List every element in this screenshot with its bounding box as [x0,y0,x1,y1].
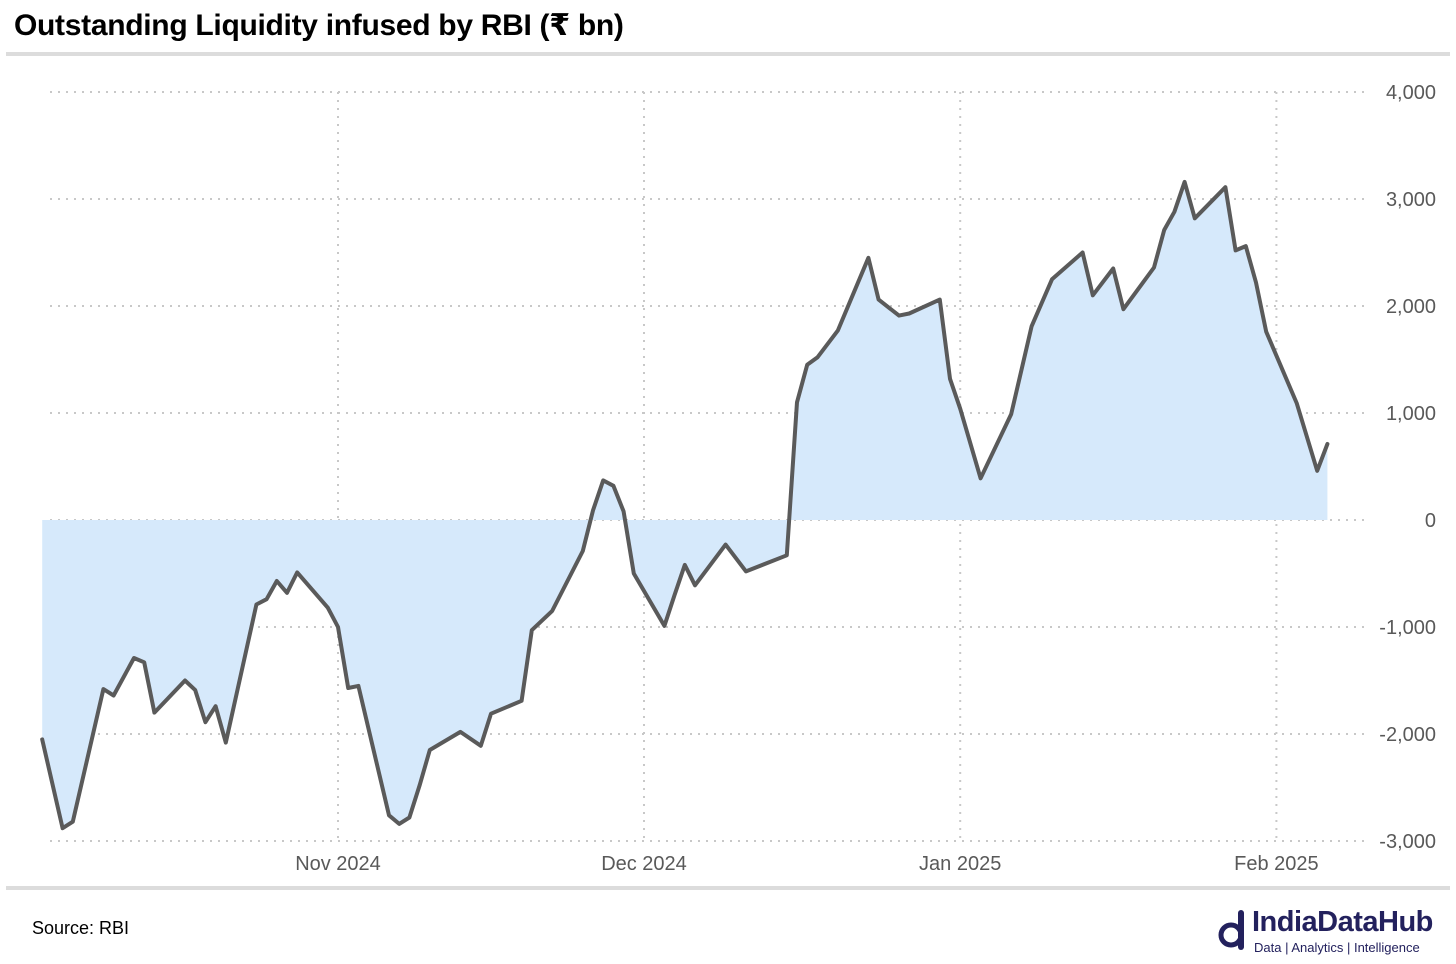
y-tick-label: -3,000 [1379,831,1436,853]
y-tick-label: -2,000 [1379,724,1436,746]
bottom-divider [6,886,1450,890]
y-tick-label: 2,000 [1386,296,1436,318]
series-line [40,179,1330,831]
x-tick-label: Jan 2025 [919,853,1001,875]
x-tick-label: Feb 2025 [1234,853,1319,875]
x-tick-label: Dec 2024 [601,853,687,875]
y-tick-label: 0 [1425,510,1436,532]
x-tick-label: Nov 2024 [295,853,381,875]
x-axis-tick-labels: Nov 2024 Dec 2024 Jan 2025 Feb 2025 [295,853,1318,875]
chart-title: Outstanding Liquidity infused by RBI (₹ … [14,9,624,42]
y-tick-label: 4,000 [1386,82,1436,104]
liquidity-chart: 4,0003,0002,0001,0000-1,000-2,000-3,000 … [40,82,1436,875]
y-axis-tick-labels: 4,000 3,000 2,000 1,000 0 -1,000 -2,000 -3,000 [1379,82,1436,853]
top-divider [6,52,1450,56]
brand-logo[interactable]: IndiaDataHub Data | Analytics | Intellig… [1218,904,1448,960]
grid-lines [50,91,1368,842]
y-tick-label: 3,000 [1386,189,1436,211]
y-tick-label: -1,000 [1379,617,1436,639]
brand-tagline: Data | Analytics | Intelligence [1254,940,1420,955]
y-tick-label: 1,000 [1386,403,1436,425]
brand-name: IndiaDataHub [1252,906,1433,938]
brand-d-icon [1218,910,1244,950]
source-note: Source: RBI [32,918,130,938]
series-area-fill [42,181,1328,829]
